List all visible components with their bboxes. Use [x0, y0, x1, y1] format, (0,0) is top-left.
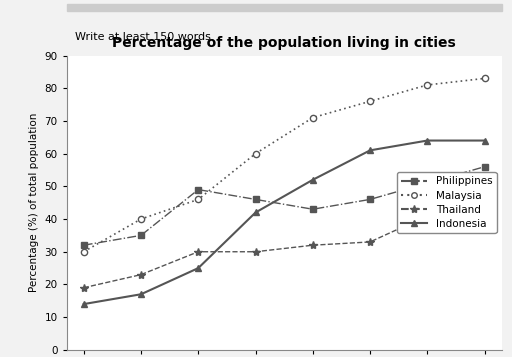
Legend: Philippines, Malaysia, Thailand, Indonesia: Philippines, Malaysia, Thailand, Indones… — [397, 172, 497, 233]
Line: Thailand: Thailand — [79, 182, 489, 292]
Malaysia — [81, 250, 87, 254]
Philippines — [195, 187, 201, 192]
Philippines — [367, 197, 373, 202]
Philippines — [138, 233, 144, 237]
Thailand — [310, 243, 316, 247]
Philippines — [424, 181, 431, 185]
Indonesia — [252, 210, 259, 215]
Indonesia — [195, 266, 201, 270]
Text: Write at least 150 words.: Write at least 150 words. — [75, 32, 215, 42]
Bar — [67, 4, 502, 11]
Indonesia — [81, 302, 87, 306]
Malaysia — [195, 197, 201, 202]
Philippines — [81, 243, 87, 247]
Thailand — [138, 272, 144, 277]
Thailand — [252, 250, 259, 254]
Philippines — [310, 207, 316, 211]
Philippines — [481, 165, 487, 169]
Line: Philippines: Philippines — [80, 164, 488, 248]
Philippines — [252, 197, 259, 202]
Thailand — [424, 213, 431, 218]
Malaysia — [310, 116, 316, 120]
Line: Indonesia: Indonesia — [80, 137, 488, 307]
Title: Percentage of the population living in cities: Percentage of the population living in c… — [112, 36, 456, 50]
Thailand — [81, 286, 87, 290]
Malaysia — [367, 99, 373, 104]
Thailand — [195, 250, 201, 254]
Thailand — [367, 240, 373, 244]
Line: Malaysia: Malaysia — [80, 75, 488, 255]
Malaysia — [481, 76, 487, 81]
Thailand — [481, 184, 487, 188]
Malaysia — [252, 151, 259, 156]
Indonesia — [310, 178, 316, 182]
Indonesia — [367, 148, 373, 152]
Indonesia — [481, 139, 487, 143]
Malaysia — [424, 83, 431, 87]
Malaysia — [138, 217, 144, 221]
Indonesia — [138, 292, 144, 296]
Indonesia — [424, 139, 431, 143]
Y-axis label: Percentage (%) of total population: Percentage (%) of total population — [29, 113, 39, 292]
